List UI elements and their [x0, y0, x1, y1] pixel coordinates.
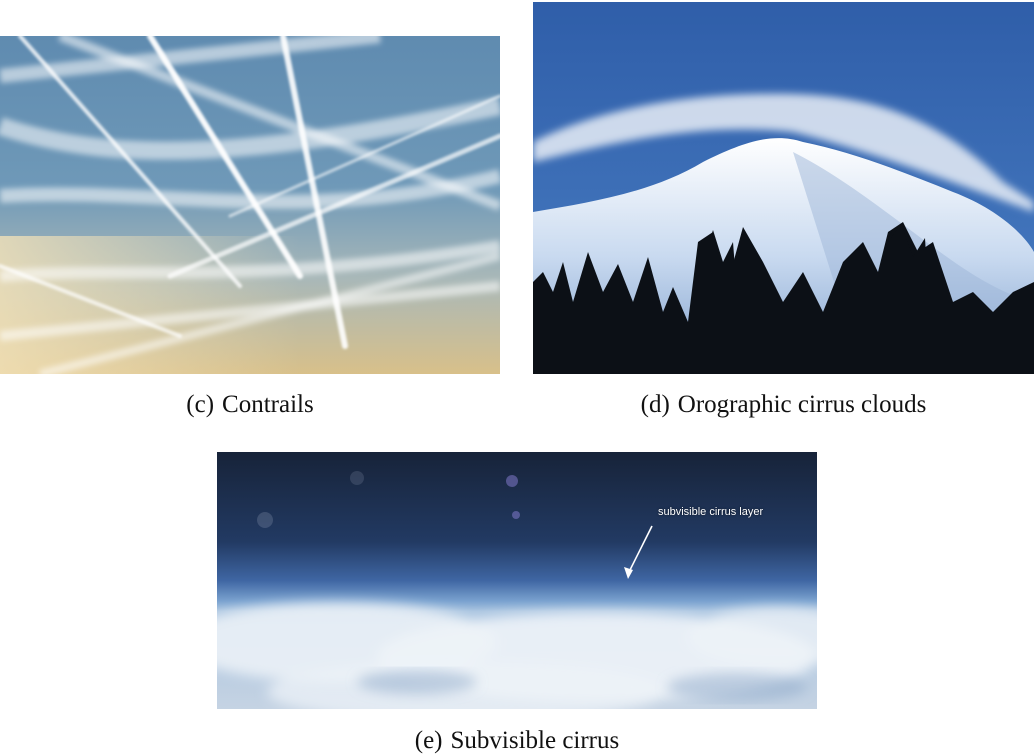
subvisible-image	[217, 452, 817, 709]
caption-c-text: Contrails	[222, 391, 314, 418]
caption-d: (d) Orographic cirrus clouds	[533, 390, 1034, 420]
caption-d-text: Orographic cirrus clouds	[677, 391, 927, 418]
caption-e-text: Subvisible cirrus	[450, 727, 620, 754]
contrails-image	[0, 36, 500, 374]
orographic-image	[533, 2, 1034, 374]
orographic-cirrus-photo	[533, 2, 1034, 374]
caption-c-label: (c)	[186, 391, 215, 418]
caption-e: (e) Subvisible cirrus	[217, 726, 817, 756]
caption-d-label: (d)	[640, 391, 670, 418]
subvisible-cirrus-annotation: subvisible cirrus layer	[658, 506, 764, 518]
caption-e-label: (e)	[414, 727, 443, 754]
subvisible-cirrus-photo	[217, 452, 817, 709]
caption-c: (c) Contrails	[0, 390, 500, 420]
contrails-photo	[0, 36, 500, 374]
